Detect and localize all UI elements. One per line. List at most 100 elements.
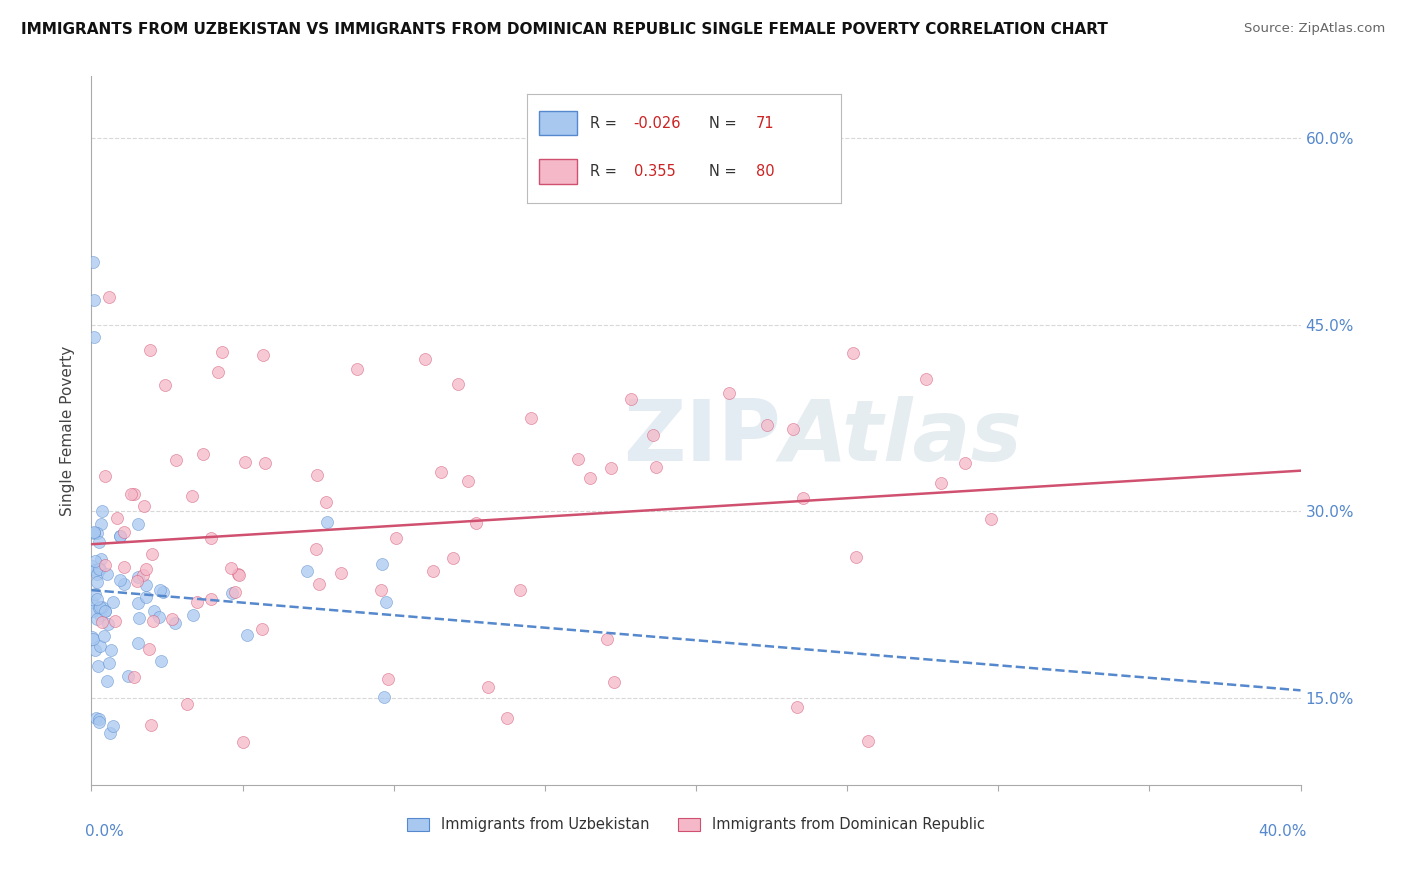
Point [127,516,149,531]
Point [90,504,112,518]
Point [83,563,105,577]
Point [97,290,120,304]
Point [82,604,104,618]
Point [329,566,352,580]
Point [97,617,120,632]
Point [94,468,117,483]
Point [103,614,125,628]
Point [232,734,254,748]
Point [620,392,643,406]
Point [980,511,1002,525]
Point [186,595,208,609]
Point [112,560,135,574]
Text: 0.0%: 0.0% [86,824,124,839]
Point [176,697,198,711]
Point [98,726,121,740]
Point [89,608,111,623]
Point [226,566,249,581]
Point [149,654,172,668]
Point [931,475,953,490]
Legend: Immigrants from Uzbekistan, Immigrants from Dominican Republic: Immigrants from Uzbekistan, Immigrants f… [401,812,991,838]
Point [89,599,111,614]
Point [422,564,444,578]
Point [110,574,132,588]
Point [641,428,664,442]
Point [142,614,165,628]
Point [103,719,125,733]
Point [143,604,166,618]
Point [94,604,117,618]
Point [103,594,125,608]
Point [845,549,868,564]
Point [89,562,111,576]
Point [112,577,135,591]
Point [135,591,157,605]
Point [782,421,804,435]
Point [122,487,145,501]
Point [509,582,531,597]
Point [148,610,170,624]
Point [596,632,619,646]
Point [165,453,187,467]
Point [82,632,104,646]
Point [346,361,368,376]
Point [792,491,814,505]
Point [132,567,155,582]
Point [200,531,222,545]
Point [219,560,242,574]
Point [86,567,108,582]
Point [98,656,121,670]
Point [371,558,394,572]
Point [120,487,142,501]
Point [87,534,110,549]
Point [308,576,330,591]
Text: 40.0%: 40.0% [1258,824,1306,839]
Point [87,659,110,673]
Point [87,715,110,730]
Point [93,629,115,643]
Point [83,525,105,540]
Point [200,591,222,606]
Text: Source: ZipAtlas.com: Source: ZipAtlas.com [1244,22,1385,36]
Point [786,699,808,714]
Point [756,417,779,432]
Point [82,255,104,269]
Point [221,585,243,599]
Point [254,456,277,470]
Text: IMMIGRANTS FROM UZBEKISTAN VS IMMIGRANTS FROM DOMINICAN REPUBLIC SINGLE FEMALE P: IMMIGRANTS FROM UZBEKISTAN VS IMMIGRANTS… [21,22,1108,37]
Point [135,578,157,592]
Point [252,348,274,362]
Point [250,623,273,637]
Point [207,365,229,379]
Point [141,718,163,732]
Point [477,680,499,694]
Point [163,616,186,631]
Point [236,628,259,642]
Point [370,582,392,597]
Point [89,562,111,576]
Point [602,674,624,689]
Point [233,455,256,469]
Point [152,584,174,599]
Point [110,529,132,543]
Point [413,351,436,366]
Point [89,639,111,653]
Point [83,293,105,307]
Point [139,343,162,358]
Point [127,596,149,610]
Point [91,599,114,614]
Point [84,643,107,657]
Point [305,542,328,557]
Point [83,330,105,344]
Point [141,547,163,561]
Point [297,564,319,578]
Point [162,612,184,626]
Point [430,465,453,479]
Point [134,499,156,513]
Point [914,372,936,386]
Point [953,456,976,470]
Point [191,446,214,460]
Point [135,562,157,576]
Point [228,567,250,582]
Point [441,550,464,565]
